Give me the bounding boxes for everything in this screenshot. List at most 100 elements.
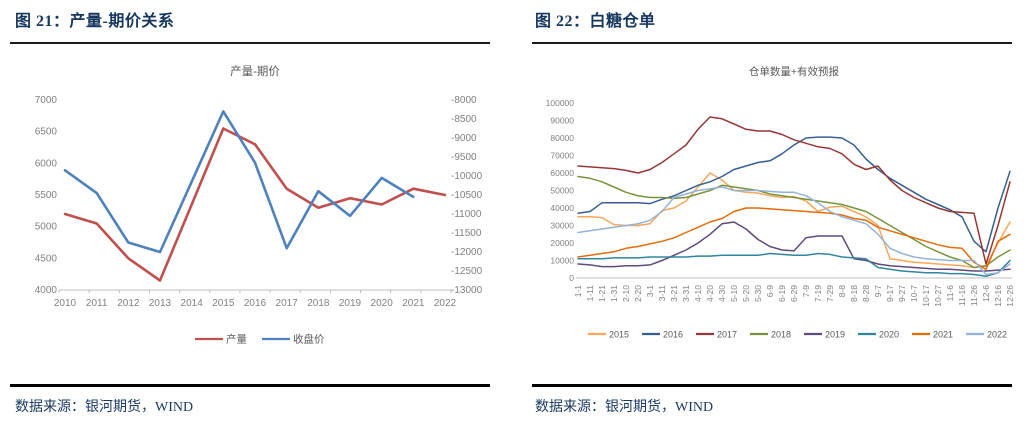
x-axis-label: 2021 <box>402 298 425 309</box>
x-axis-label: 4-30 <box>717 285 727 302</box>
y-axis-label: 6500 <box>35 127 58 138</box>
y2-axis-label: -13000 <box>451 285 483 296</box>
legend-label-2021: 2021 <box>933 330 953 340</box>
y-axis-label: 90000 <box>550 116 574 126</box>
legend-label-收盘价: 收盘价 <box>293 333 325 346</box>
x-axis-label: 5-10 <box>729 285 739 302</box>
y-axis-label: 60000 <box>550 168 574 178</box>
y-axis-label: 70000 <box>550 151 574 161</box>
bottom-divider <box>532 384 1012 387</box>
series-2021 <box>577 207 1011 271</box>
x-axis-label: 1-21 <box>597 285 607 302</box>
x-axis-label: 10-17 <box>921 285 931 307</box>
x-axis-label: 2012 <box>117 298 140 309</box>
y-axis-label: 0 <box>569 273 574 283</box>
x-axis-label: 2-10 <box>621 285 631 302</box>
y-axis-label: 20000 <box>550 238 574 248</box>
y-axis-label: 50000 <box>550 186 574 196</box>
legend-label-产量: 产量 <box>226 333 247 346</box>
data-source-label: 数据来源：银河期货，WIND <box>535 400 714 415</box>
chart-title: 产量-期价 <box>230 64 280 78</box>
y-axis-label: 4500 <box>35 253 58 264</box>
x-axis-label: 8-28 <box>861 285 871 302</box>
x-axis-label: 12-26 <box>1005 285 1015 307</box>
sugar-warrants-chart: 仓单数量+有效预报 0 10000 20000 30000 40000 50000 60000… <box>546 65 1015 340</box>
x-axis-label: 7-19 <box>813 285 823 302</box>
y2-axis-label: -12000 <box>451 247 483 258</box>
x-axis-label: 4-10 <box>693 285 703 302</box>
x-axis-label: 12-6 <box>981 285 991 302</box>
y-axis-label: 4000 <box>35 285 58 296</box>
y2-axis-label: -10500 <box>451 190 483 201</box>
legend-label-2016: 2016 <box>663 330 683 340</box>
x-axis-label: 2015 <box>212 298 235 309</box>
series-2020 <box>577 252 1011 278</box>
series-2016 <box>577 136 1011 253</box>
bottom-divider <box>10 384 490 387</box>
legend-label-2017: 2017 <box>717 330 737 340</box>
x-axis-label: 8-18 <box>849 285 859 302</box>
x-axis-label: 10-27 <box>933 285 943 307</box>
y-axis-label: 6000 <box>35 158 58 169</box>
series-2019 <box>577 221 1011 272</box>
series-2018 <box>577 175 1011 269</box>
y-axis-label: 10000 <box>550 256 574 266</box>
x-axis-label: 6-9 <box>765 285 775 298</box>
x-axis-label: 4-20 <box>705 285 715 302</box>
x-axis-label: 6-19 <box>777 285 787 302</box>
x-axis-label: 12-16 <box>993 285 1003 307</box>
figure-22-title: 图 22：白糖仓单 <box>535 13 656 30</box>
panel-sugar-warrants: 图 22：白糖仓单 仓单数量+有效预报 0 10000 20000 30000 40000… <box>518 0 1035 427</box>
legend-label-2015: 2015 <box>609 330 629 340</box>
x-axis-label: 2017 <box>276 298 299 309</box>
x-axis-label: 5-30 <box>753 285 763 302</box>
y-axis-label: 7000 <box>35 95 58 106</box>
y2-axis-label: -11500 <box>451 228 482 239</box>
x-axis-label: 3-21 <box>669 285 679 302</box>
y-axis-label: 80000 <box>550 133 574 143</box>
x-axis-label: 2016 <box>244 298 267 309</box>
x-axis-label: 9-7 <box>873 285 883 298</box>
x-axis-label: 2013 <box>149 298 172 309</box>
y-axis-label: 30000 <box>550 221 574 231</box>
y2-axis-label: -12500 <box>451 266 483 277</box>
x-axis-label: 9-27 <box>897 285 907 302</box>
x-axis-label: 2010 <box>54 298 77 309</box>
y-axis-label: 40000 <box>550 203 574 213</box>
x-axis-label: 11-6 <box>945 285 955 302</box>
y-axis-label: 5500 <box>35 190 58 201</box>
x-axis-label: 2011 <box>86 298 108 309</box>
x-axis-label: 7-9 <box>801 285 811 298</box>
production-price-chart: 产量-期价 4000 4500 5000 5500 6000 6500 7000 -13000 -… <box>35 64 483 346</box>
x-axis-label: 2022 <box>434 298 457 309</box>
x-axis-label: 11-16 <box>957 285 967 306</box>
x-axis-label: 8-8 <box>837 285 847 298</box>
x-axis-label: 2-20 <box>633 285 643 302</box>
series-2022 <box>577 186 1011 276</box>
x-axis-label: 1-11 <box>585 285 595 302</box>
series-2015 <box>577 172 1011 269</box>
y2-axis-label: -11000 <box>451 209 482 220</box>
chart-title: 仓单数量+有效预报 <box>749 65 840 78</box>
x-axis-label: 3-11 <box>657 285 667 302</box>
x-axis-label: 3-31 <box>681 285 691 302</box>
x-axis-label: 5-20 <box>741 285 751 302</box>
figure-21-title: 图 21：产量-期价关系 <box>15 13 175 30</box>
y-axis-label: 100000 <box>546 98 575 108</box>
legend-label-2020: 2020 <box>879 330 899 340</box>
legend-label-2022: 2022 <box>987 330 1007 340</box>
x-axis-label: 2019 <box>339 298 362 309</box>
series-产量 <box>63 127 447 282</box>
x-axis-label: 11-26 <box>969 285 979 306</box>
x-axis-label: 3-1 <box>645 285 655 298</box>
y-axis-label: 5000 <box>35 222 58 233</box>
data-source-label: 数据来源：银河期货，WIND <box>15 400 194 415</box>
y2-axis-label: -8500 <box>451 114 477 125</box>
x-axis-label: 2020 <box>371 298 394 309</box>
x-axis-label: 1-31 <box>609 285 619 302</box>
y2-axis-label: -9500 <box>451 152 477 163</box>
x-axis-label: 1-1 <box>573 285 583 298</box>
x-axis-label: 7-29 <box>825 285 835 302</box>
y2-axis-label: -9000 <box>451 133 477 144</box>
